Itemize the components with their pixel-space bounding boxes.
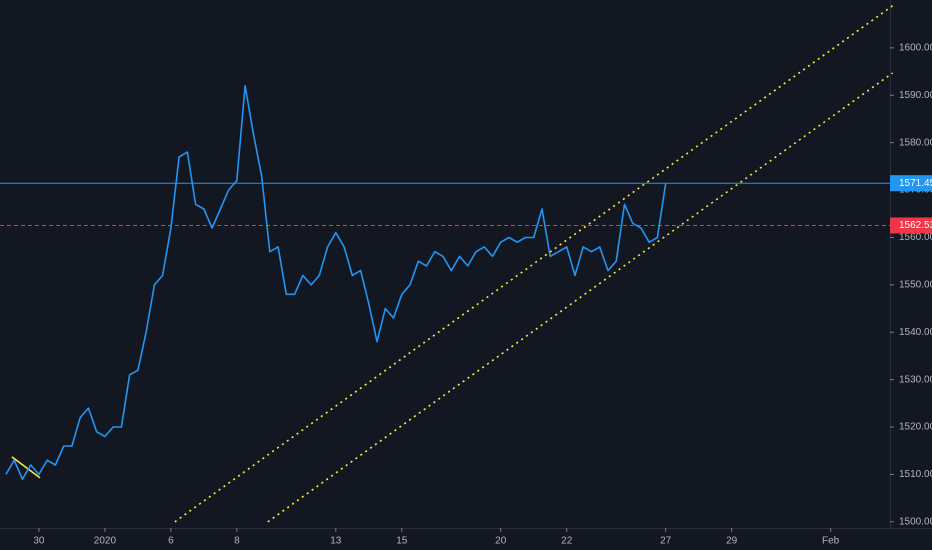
x-tick-label: 30 (33, 536, 45, 547)
x-tick-label: 15 (396, 536, 408, 547)
y-tick-label: 1590.00 (899, 90, 932, 101)
x-tick-label: 2020 (94, 536, 117, 547)
x-tick-label: 29 (726, 536, 738, 547)
y-tick-label: 1550.00 (899, 279, 932, 290)
price-label: 1562.53 (899, 220, 932, 231)
x-tick-label: 27 (660, 536, 672, 547)
price-line (5, 85, 667, 480)
y-tick-label: 1540.00 (899, 327, 932, 338)
y-tick-label: 1560.00 (899, 232, 932, 243)
x-tick-label: 8 (234, 536, 240, 547)
y-tick-label: 1510.00 (899, 469, 932, 480)
y-tick-label: 1580.00 (899, 137, 932, 148)
trendline (11, 456, 41, 479)
x-tick-label: 20 (495, 536, 507, 547)
y-tick-label: 1500.00 (899, 516, 932, 527)
x-tick-label: Feb (822, 536, 840, 547)
price-label-box (890, 175, 932, 192)
x-tick-label: 22 (561, 536, 573, 547)
price-label-box (890, 217, 932, 234)
x-tick-label: 6 (168, 536, 174, 547)
y-tick-label: 1520.00 (899, 422, 932, 433)
y-tick-label: 1600.00 (899, 43, 932, 54)
price-label: 1571.45 (899, 178, 932, 189)
trendline (267, 72, 894, 523)
x-tick-label: 13 (330, 536, 342, 547)
y-tick-label: 1530.00 (899, 374, 932, 385)
